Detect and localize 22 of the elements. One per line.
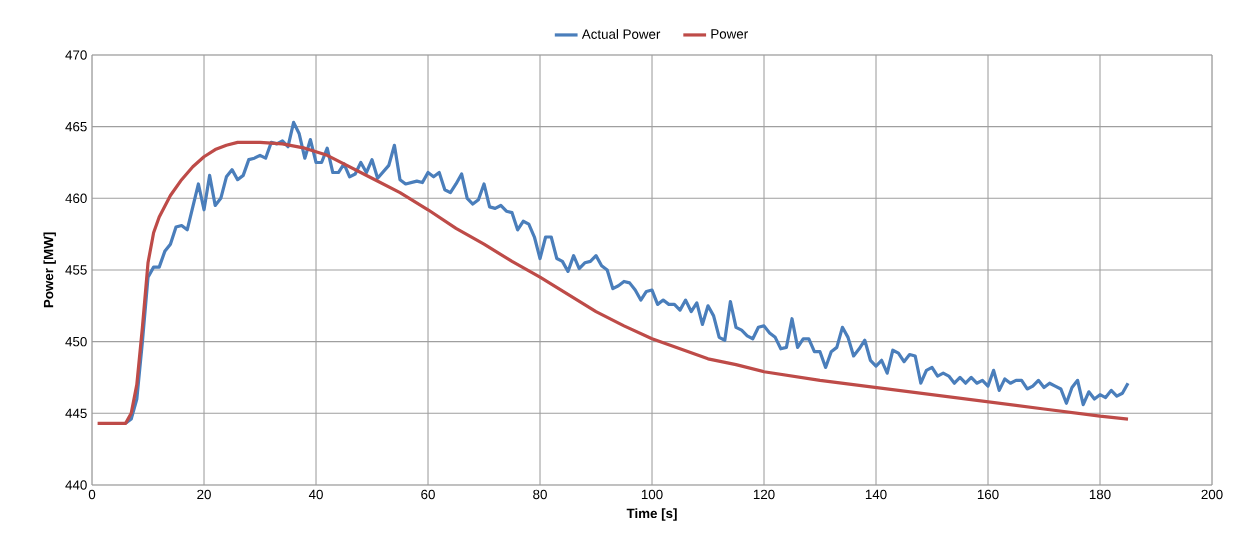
legend-label: Power bbox=[711, 29, 748, 39]
x-tick-label: 160 bbox=[977, 489, 999, 500]
legend-label: Actual Power bbox=[581, 29, 661, 39]
x-tick-label: 200 bbox=[1201, 489, 1223, 500]
x-axis-title: Time [s] bbox=[626, 508, 677, 521]
x-tick-label: 40 bbox=[308, 489, 323, 500]
y-tick-label: 470 bbox=[65, 50, 87, 60]
x-tick-label: 100 bbox=[641, 489, 663, 500]
x-tick-label: 60 bbox=[421, 489, 435, 500]
x-tick-label: 120 bbox=[753, 489, 775, 500]
y-tick-label: 460 bbox=[65, 193, 87, 204]
x-tick-label: 0 bbox=[88, 489, 96, 500]
x-tick-label: 20 bbox=[197, 489, 211, 500]
y-tick-label: 465 bbox=[65, 121, 87, 132]
y-axis-title: Power [MW] bbox=[43, 232, 56, 308]
y-tick-label: 440 bbox=[65, 480, 87, 490]
x-tick-label: 80 bbox=[533, 489, 547, 500]
y-tick-label: 455 bbox=[65, 265, 87, 275]
x-tick-label: 180 bbox=[1089, 489, 1111, 500]
y-tick-label: 450 bbox=[65, 336, 87, 347]
x-tick-label: 140 bbox=[865, 489, 887, 500]
y-tick-label: 445 bbox=[65, 408, 87, 418]
